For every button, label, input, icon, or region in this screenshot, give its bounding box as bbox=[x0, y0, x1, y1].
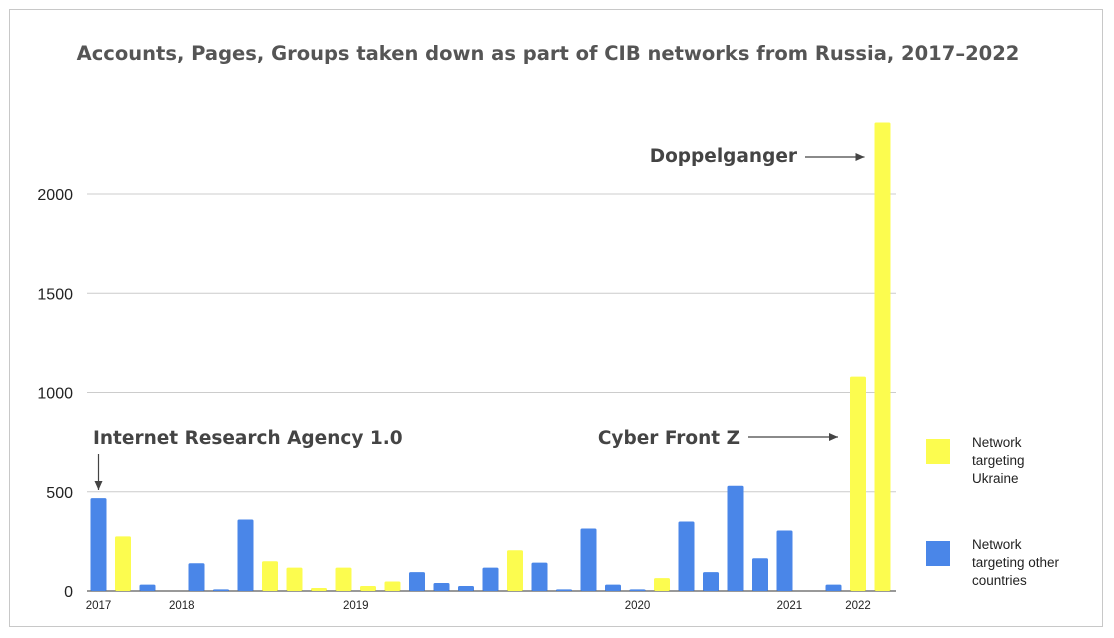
bar bbox=[850, 376, 866, 591]
bar bbox=[654, 578, 670, 591]
bar bbox=[458, 586, 474, 591]
bar bbox=[556, 589, 572, 591]
x-axis-labels: 2017 2018 2019 2020 2021 2022 bbox=[86, 600, 871, 612]
bar bbox=[115, 536, 131, 591]
bar bbox=[335, 567, 352, 591]
bar bbox=[825, 584, 842, 591]
y-tick-label: 0 bbox=[64, 584, 73, 601]
x-tick-label: 2020 bbox=[625, 600, 651, 612]
x-tick-label: 2017 bbox=[86, 600, 112, 612]
y-tick-label: 1500 bbox=[37, 286, 73, 303]
x-tick-label: 2022 bbox=[845, 600, 871, 612]
chart-title: Accounts, Pages, Groups taken down as pa… bbox=[77, 42, 1020, 65]
y-tick-label: 500 bbox=[46, 485, 73, 502]
bar bbox=[752, 558, 768, 591]
bar bbox=[678, 521, 695, 591]
chart-frame bbox=[9, 9, 1103, 627]
bar bbox=[433, 583, 450, 591]
x-tick-label: 2018 bbox=[169, 600, 195, 612]
bar bbox=[360, 586, 376, 591]
annotation-label: Cyber Front Z bbox=[598, 428, 740, 449]
bar bbox=[213, 589, 229, 591]
bar bbox=[139, 584, 156, 591]
bar bbox=[629, 589, 646, 591]
bar bbox=[874, 122, 891, 591]
bar bbox=[703, 572, 719, 591]
y-tick-label: 2000 bbox=[37, 187, 73, 204]
legend-label: Network targeting other countries bbox=[972, 537, 1060, 588]
y-axis-ticks: 0 500 1000 1500 2000 bbox=[37, 187, 73, 601]
bar bbox=[727, 485, 744, 591]
legend-swatch bbox=[926, 439, 950, 464]
y-tick-label: 1000 bbox=[37, 386, 73, 403]
bars bbox=[90, 122, 891, 591]
legend: Network targeting Ukraine Network targeting … bbox=[926, 435, 1060, 588]
bar bbox=[409, 572, 425, 591]
bar bbox=[384, 581, 401, 591]
bar bbox=[580, 528, 597, 591]
bar bbox=[262, 561, 278, 591]
bar bbox=[311, 588, 327, 591]
bar bbox=[776, 530, 793, 591]
x-tick-label: 2021 bbox=[777, 600, 803, 612]
x-tick-label: 2019 bbox=[343, 600, 369, 612]
legend-label: Network targeting Ukraine bbox=[972, 435, 1025, 486]
bar bbox=[507, 550, 523, 591]
bar bbox=[237, 519, 254, 591]
legend-swatch bbox=[926, 541, 950, 566]
annotations: Internet Research Agency 1.0 Cyber Front … bbox=[93, 146, 865, 490]
gridlines bbox=[87, 193, 896, 592]
bar bbox=[90, 498, 107, 591]
bar bbox=[482, 567, 499, 591]
bar bbox=[531, 562, 548, 591]
bar bbox=[286, 567, 303, 591]
annotation-label: Doppelganger bbox=[650, 146, 798, 167]
bar bbox=[605, 584, 621, 591]
annotation-label: Internet Research Agency 1.0 bbox=[93, 428, 403, 449]
bar bbox=[188, 563, 205, 591]
